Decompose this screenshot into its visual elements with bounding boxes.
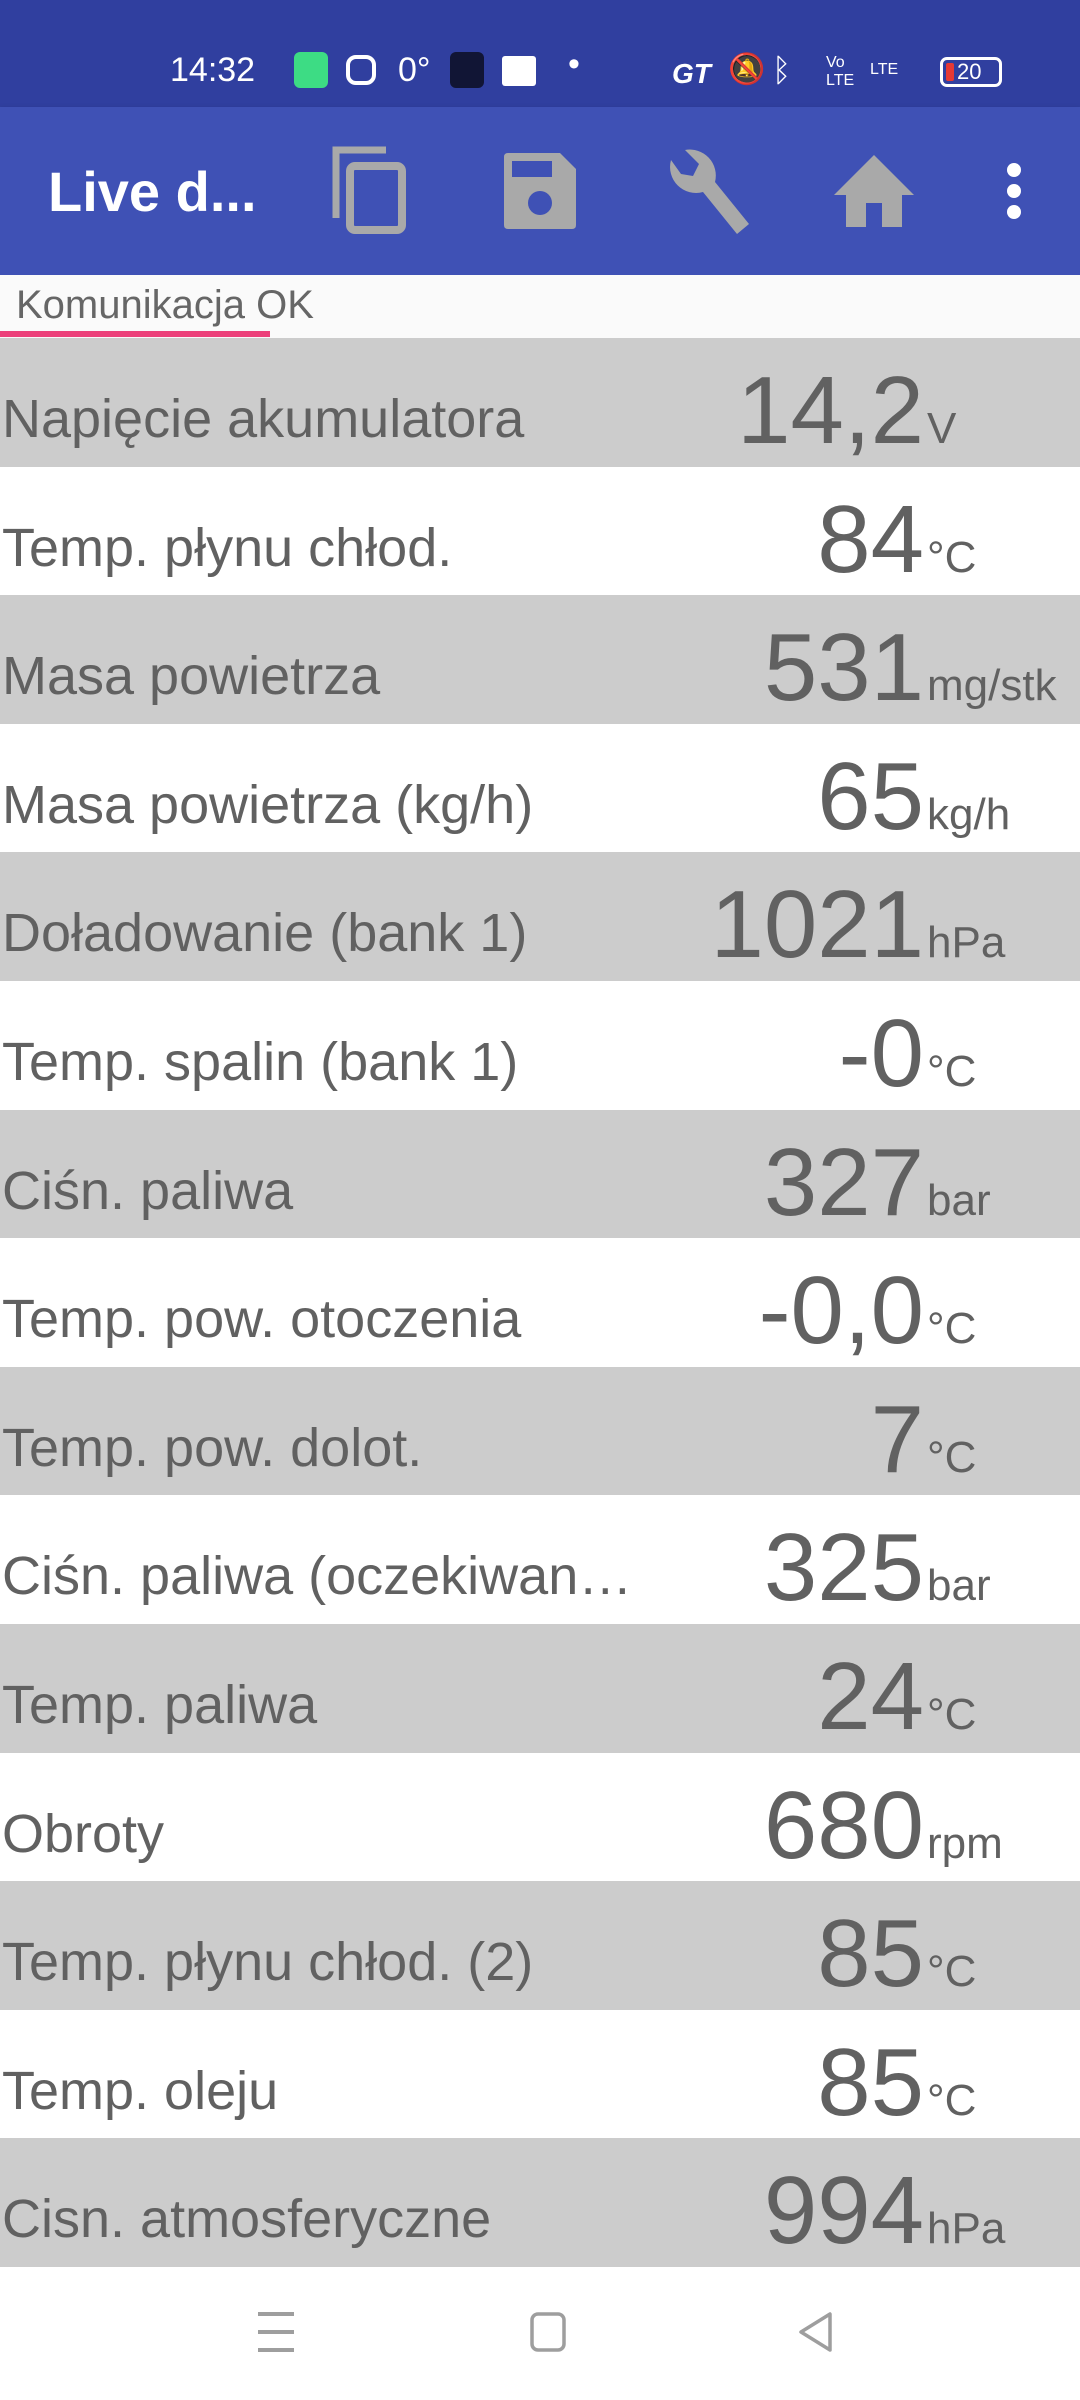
table-row[interactable]: Cisn. atmosferyczne 994 hPa bbox=[0, 2138, 1080, 2267]
row-label: Ciśn. paliwa (oczekiwan… bbox=[2, 1546, 633, 1607]
gmail-icon bbox=[502, 56, 536, 86]
recents-icon bbox=[258, 2312, 294, 2352]
row-unit: bar bbox=[927, 1561, 991, 1611]
row-label: Temp. spalin (bank 1) bbox=[2, 1031, 519, 1092]
table-row[interactable]: Ciśn. paliwa (oczekiwan… 325 bar bbox=[0, 1495, 1080, 1624]
more-options-button[interactable] bbox=[966, 143, 1062, 239]
table-row[interactable]: Doładowanie (bank 1) 1021 hPa bbox=[0, 852, 1080, 981]
table-row[interactable]: Temp. paliwa 24 °C bbox=[0, 1623, 1080, 1753]
row-value: -0 bbox=[838, 999, 924, 1107]
row-value: 84 bbox=[817, 485, 924, 593]
row-label: Masa powietrza bbox=[2, 646, 381, 707]
row-label: Temp. pow. otoczenia bbox=[2, 1289, 522, 1350]
instagram-icon bbox=[346, 55, 376, 85]
row-value: 85 bbox=[817, 2028, 924, 2136]
app-bar: Live d... bbox=[0, 107, 1080, 275]
back-icon bbox=[799, 2312, 832, 2352]
row-label: Temp. płynu chłod. (2) bbox=[2, 1932, 534, 1993]
battery-low-fill bbox=[946, 63, 954, 81]
signal-icon: LTE bbox=[870, 61, 899, 78]
row-label: Doładowanie (bank 1) bbox=[2, 903, 528, 964]
row-unit: rpm bbox=[927, 1818, 1003, 1868]
row-value: 85 bbox=[817, 1900, 924, 2008]
home-nav-button[interactable] bbox=[530, 2312, 590, 2356]
dot-icon: • bbox=[568, 45, 580, 83]
gt-icon: GT bbox=[672, 58, 711, 89]
bluetooth-icon: ᛒ bbox=[772, 52, 792, 88]
row-value: -0,0 bbox=[758, 1257, 924, 1365]
temperature: 0° bbox=[398, 51, 431, 89]
recents-button[interactable] bbox=[258, 2312, 318, 2356]
row-label: Cisn. atmosferyczne bbox=[2, 2189, 492, 2250]
home-nav-icon bbox=[530, 2312, 566, 2352]
row-unit: °C bbox=[927, 1304, 977, 1354]
page-title: Live d... bbox=[48, 160, 257, 223]
row-unit: V bbox=[927, 404, 957, 453]
home-button[interactable] bbox=[826, 143, 922, 239]
clock: 14:32 bbox=[170, 51, 256, 89]
table-row[interactable]: Temp. płynu chłod. (2) 85 °C bbox=[0, 1881, 1080, 2010]
row-value: 14,2 bbox=[737, 357, 924, 464]
table-row[interactable]: Masa powietrza (kg/h) 65 kg/h bbox=[0, 724, 1080, 853]
battery-saver-icon bbox=[294, 52, 328, 88]
back-button[interactable] bbox=[798, 2312, 858, 2356]
row-label: Napięcie akumulatora bbox=[2, 389, 525, 449]
copy-button[interactable] bbox=[322, 143, 418, 239]
row-unit: °C bbox=[927, 1689, 977, 1739]
row-value: 327 bbox=[763, 1128, 924, 1236]
row-unit: °C bbox=[927, 1046, 977, 1096]
row-value: 7 bbox=[870, 1385, 924, 1493]
table-row[interactable]: Ciśn. paliwa 327 bar bbox=[0, 1109, 1080, 1239]
app-icon bbox=[450, 52, 484, 88]
table-row[interactable]: Temp. pow. otoczenia -0,0 °C bbox=[0, 1238, 1080, 1367]
battery-icon: 20 bbox=[940, 57, 1002, 87]
row-label: Masa powietrza (kg/h) bbox=[2, 774, 534, 835]
row-value: 24 bbox=[817, 1642, 924, 1750]
row-unit: °C bbox=[927, 2075, 977, 2125]
more-vert-icon bbox=[1007, 163, 1021, 219]
table-row[interactable]: Masa powietrza 531 mg/stk bbox=[0, 595, 1080, 724]
row-value: 994 bbox=[763, 2157, 924, 2265]
table-row[interactable]: Temp. pow. dolot. 7 °C bbox=[0, 1366, 1080, 1496]
status-bar: 14:32 0° • GT 🔕 ᛒ Vo LTE LTE 20 bbox=[0, 0, 1080, 107]
row-label: Temp. oleju bbox=[2, 2060, 279, 2121]
row-unit: kg/h bbox=[927, 789, 1011, 839]
table-row[interactable]: Temp. oleju 85 °C bbox=[0, 2010, 1080, 2139]
table-row[interactable]: Obroty 680 rpm bbox=[0, 1753, 1080, 1882]
save-icon bbox=[504, 153, 576, 229]
save-button[interactable] bbox=[492, 143, 588, 239]
row-value: 680 bbox=[763, 1771, 924, 1879]
row-unit: mg/stk bbox=[927, 661, 1057, 711]
table-row[interactable]: Temp. spalin (bank 1) -0 °C bbox=[0, 981, 1080, 1110]
row-unit: °C bbox=[927, 532, 977, 582]
tab-indicator bbox=[0, 331, 270, 337]
wrench-icon bbox=[670, 149, 749, 234]
home-icon bbox=[834, 155, 914, 227]
row-unit: °C bbox=[927, 1947, 977, 1997]
battery-level: 20 bbox=[957, 59, 982, 84]
row-label: Obroty bbox=[2, 1803, 165, 1864]
table-row[interactable]: Napięcie akumulatora 14,2 V bbox=[0, 338, 1080, 467]
row-value: 65 bbox=[817, 742, 924, 850]
table-row[interactable]: Temp. płynu chłod. 84 °C bbox=[0, 467, 1080, 596]
bell-off-icon: 🔕 bbox=[728, 53, 766, 86]
tab-bar: Komunikacja OK bbox=[0, 275, 1080, 338]
row-unit: bar bbox=[927, 1175, 991, 1225]
navigation-bar bbox=[0, 2267, 1080, 2400]
live-data-list[interactable]: Napięcie akumulatora 14,2 V Temp. płynu chł… bbox=[0, 338, 1080, 2267]
row-label: Temp. paliwa bbox=[2, 1674, 318, 1735]
volte-icon: Vo LTE bbox=[826, 54, 855, 89]
tab-communication-status[interactable]: Komunikacja OK bbox=[16, 283, 314, 327]
row-value: 325 bbox=[763, 1514, 924, 1622]
row-unit: hPa bbox=[927, 918, 1006, 968]
row-unit: hPa bbox=[927, 2204, 1006, 2254]
row-unit: °C bbox=[927, 1432, 977, 1482]
row-value: 1021 bbox=[710, 871, 924, 979]
row-label: Temp. płynu chłod. bbox=[2, 517, 453, 578]
settings-button[interactable] bbox=[660, 143, 756, 239]
row-label: Temp. pow. dolot. bbox=[2, 1417, 423, 1478]
copy-icon bbox=[332, 146, 406, 234]
row-value: 531 bbox=[763, 614, 924, 722]
row-label: Ciśn. paliwa bbox=[2, 1160, 294, 1221]
